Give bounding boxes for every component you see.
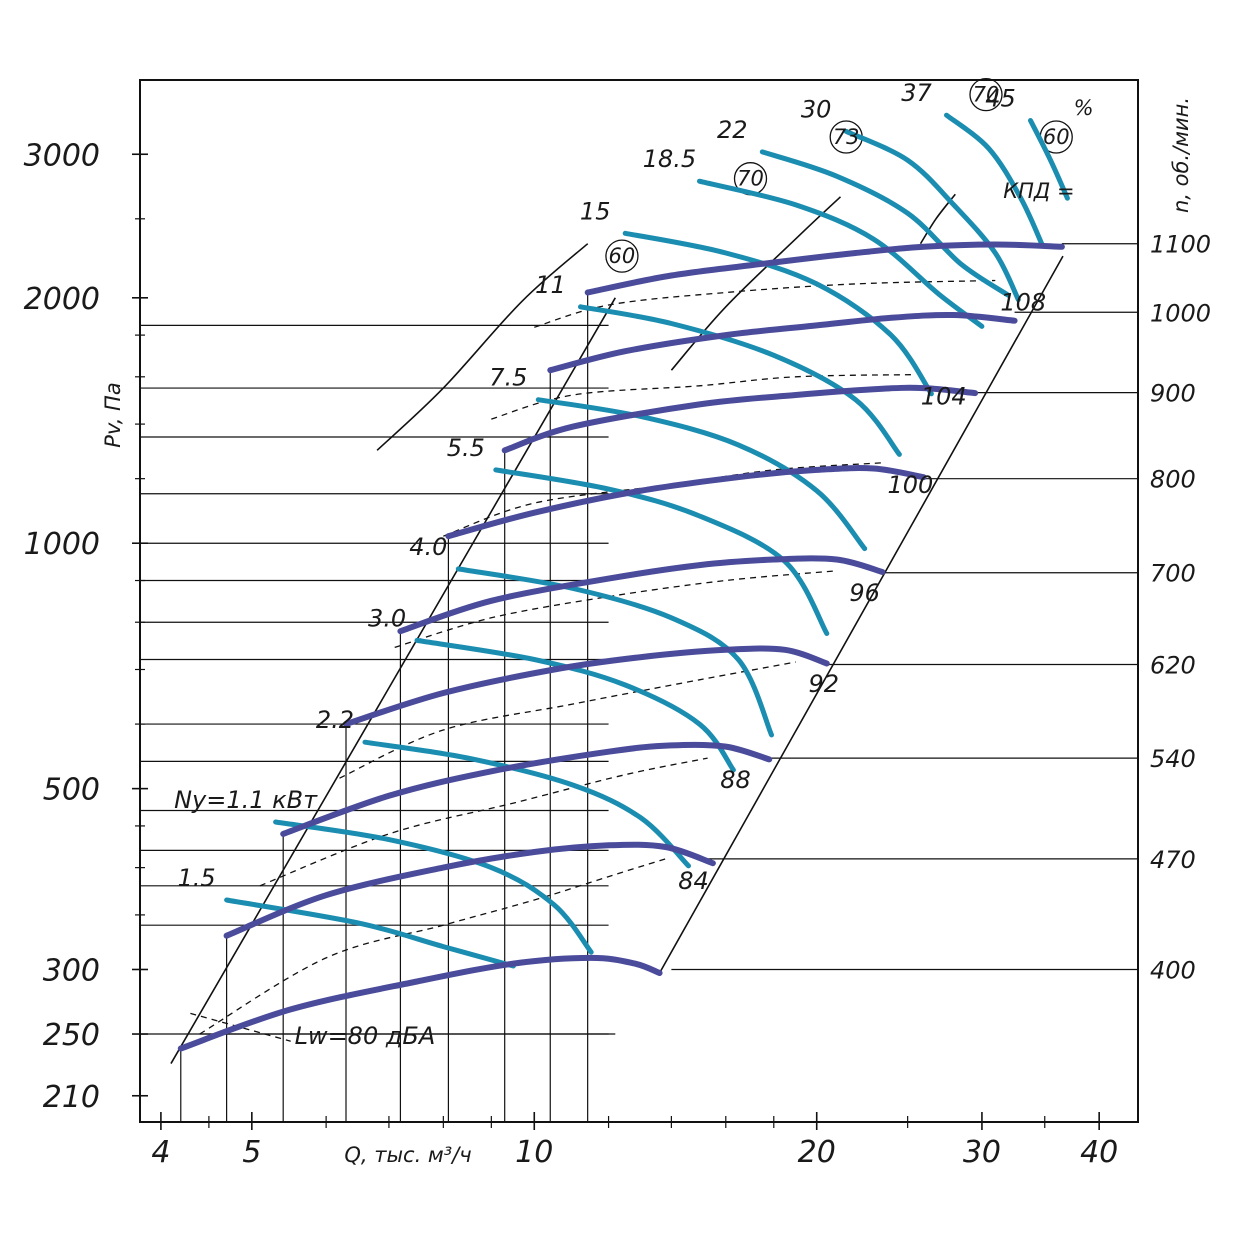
efficiency-lines [376,78,1073,451]
power-curve [944,112,1045,248]
power-curve [843,128,1021,303]
y-tick-label: 500 [43,773,100,808]
noise-label: 84 [678,867,709,895]
power-curve [759,149,1011,298]
efficiency-label: 60 [1043,125,1070,149]
x-tick-label: 4 [151,1135,170,1170]
x-tick-label: 30 [963,1135,1001,1170]
power-label: Ny=1.1 кВт [174,786,318,814]
power-label: 22 [717,116,748,144]
power-label: 3.0 [368,604,406,632]
power-curve [1028,118,1070,201]
noise-label: 104 [921,383,967,411]
power-label: 18.5 [643,145,696,173]
noise-line [199,858,666,1035]
x-axis-label: Q, тыс. м³/ч [344,1143,471,1167]
power-label: 1.5 [178,864,216,892]
power-label: 7.5 [489,364,527,392]
fan-curve [501,384,979,454]
right-boundary-line [658,255,1064,974]
x-tick-label: 40 [1080,1135,1118,1170]
power-label: 5.5 [447,434,485,462]
power-curve [455,566,774,738]
efficiency-label: 60 [609,244,636,268]
efficiency-circle [969,78,1003,112]
left-boundary-line [170,297,616,1064]
noise-label: 100 [888,471,934,499]
x-tick-label: 5 [242,1135,261,1170]
power-curve [224,897,516,969]
noise-label: 92 [809,670,840,698]
y-tick-label: 3000 [24,138,100,173]
rpm-label: 400 [1150,956,1196,984]
efficiency-line [376,243,589,451]
power-curve [697,178,985,329]
power-label: 45 [985,85,1016,113]
efficiency-label: 70 [737,167,764,191]
y-tick-label: 210 [43,1080,100,1115]
noise-title: Lw=80 дБА [295,1022,436,1050]
noise-label: 96 [849,579,880,607]
y-tick-label: 1000 [24,527,100,562]
y-tick-label: 2000 [24,282,100,317]
plot-frame [139,79,1139,1123]
fan-curve [584,241,1065,296]
rpm-label: 700 [1150,560,1196,588]
rpm-label: 1100 [1150,231,1211,259]
power-label: 37 [901,79,932,107]
rpm-label: 1000 [1150,299,1211,327]
y-axis-label: Pv, Па [101,382,125,447]
fan-curve [177,954,663,1052]
fan-curve [397,555,886,635]
noise-label: 108 [1000,289,1046,317]
fan-curve [343,645,830,728]
power-curve [362,739,691,869]
fan-curve [445,465,927,540]
noise-line [339,661,796,779]
power-label: 30 [801,95,832,123]
power-label: 11 [535,271,566,299]
fan-curve [223,841,716,939]
efficiency-unit: % [1074,96,1094,120]
noise-label: 88 [720,766,751,794]
fan-curves [177,241,1065,1052]
power-curve [414,637,736,773]
fan-curve [547,311,1018,374]
power-label: 4.0 [409,533,447,561]
power-curves [224,112,1070,969]
efficiency-label: 73 [833,125,860,149]
power-label: 2.2 [316,706,354,734]
x-tick-label: 10 [515,1135,553,1170]
y-tick-label: 300 [43,953,100,988]
power-curve [535,397,868,552]
x-tick-label: 20 [798,1135,836,1170]
efficiency-title: КПД = [1003,179,1074,203]
efficiency-circle [605,239,639,273]
power-curve [578,304,902,457]
efficiency-label: 70 [973,83,1000,107]
power-curve [273,819,594,955]
rpm-label: 800 [1150,466,1196,494]
power-curve [622,230,934,397]
rpm-label: 900 [1150,380,1196,408]
power-label: 15 [580,197,611,225]
y-tick-label: 250 [43,1018,100,1053]
fan-curve [280,741,773,837]
power-curve [493,467,830,636]
right-axis-label: n, об./мин. [1169,97,1193,213]
rpm-label: 470 [1150,846,1196,874]
rpm-label: 540 [1150,745,1196,773]
rpm-label: 620 [1150,651,1196,679]
